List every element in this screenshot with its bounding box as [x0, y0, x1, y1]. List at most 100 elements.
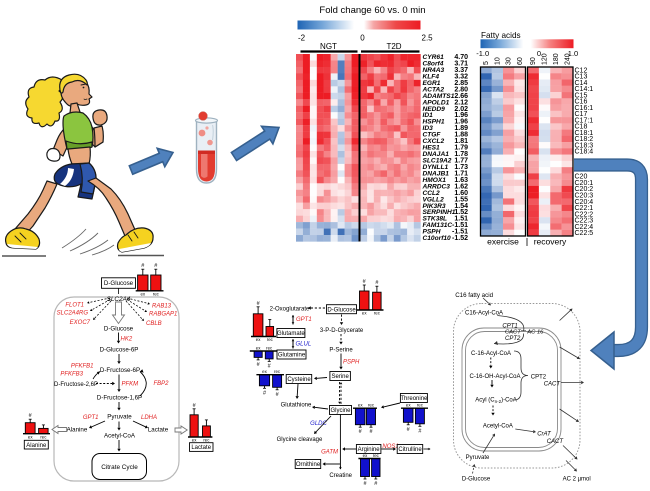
svg-text:1.96: 1.96: [454, 112, 468, 119]
svg-text:1.89: 1.89: [454, 125, 468, 132]
svg-text:1.55: 1.55: [454, 196, 468, 203]
svg-text:AC 2 µmol: AC 2 µmol: [563, 477, 591, 483]
svg-text:GPT1: GPT1: [83, 415, 99, 421]
svg-text:#: #: [257, 301, 261, 307]
svg-text:90: 90: [530, 57, 537, 65]
svg-text:10: 10: [494, 57, 501, 65]
svg-text:3-P-D-Glycerate: 3-P-D-Glycerate: [320, 328, 364, 334]
svg-text:1.73: 1.73: [454, 164, 468, 171]
svg-text:Acetyl-CoA: Acetyl-CoA: [104, 433, 136, 440]
svg-text:ID1: ID1: [423, 112, 434, 119]
svg-text:#: #: [257, 362, 261, 368]
svg-text:rec: rec: [153, 291, 160, 296]
svg-text:Citrulline: Citrulline: [398, 447, 422, 453]
svg-text:CPT2: CPT2: [505, 336, 521, 342]
svg-text:C22:4: C22:4: [575, 224, 594, 231]
svg-text:CrAT: CrAT: [537, 431, 552, 437]
svg-text:30: 30: [506, 57, 513, 65]
svg-text:1.71: 1.71: [454, 170, 468, 177]
svg-text:T2D: T2D: [386, 42, 401, 51]
svg-text:60: 60: [517, 57, 524, 65]
svg-text:#: #: [141, 263, 145, 269]
svg-text:D-Glucose-6P: D-Glucose-6P: [100, 347, 139, 354]
svg-text:2.5: 2.5: [422, 34, 434, 43]
svg-text:1.77: 1.77: [454, 158, 468, 165]
svg-text:Fatty acids: Fatty acids: [481, 31, 521, 40]
svg-text:Glycine: Glycine: [330, 408, 351, 414]
svg-text:#: #: [29, 413, 33, 419]
svg-text:C14:1: C14:1: [575, 86, 594, 93]
svg-text:C22:2: C22:2: [575, 211, 594, 218]
svg-text:GLUL: GLUL: [296, 342, 312, 348]
svg-text:5: 5: [483, 61, 490, 65]
svg-text:Creatine: Creatine: [329, 473, 352, 479]
svg-text:ACTA2: ACTA2: [422, 86, 445, 93]
svg-text:#: #: [154, 263, 158, 269]
svg-text:SLC19A2: SLC19A2: [423, 158, 452, 165]
svg-text:ex: ex: [256, 346, 261, 351]
svg-text:3.32: 3.32: [454, 73, 468, 80]
svg-text:C22:1: C22:1: [575, 205, 594, 212]
svg-text:0: 0: [537, 49, 541, 58]
svg-text:rec: rec: [368, 403, 375, 408]
svg-text:PIK3R3: PIK3R3: [423, 203, 446, 210]
svg-text:3.37: 3.37: [454, 67, 468, 74]
svg-text:DNAJA1: DNAJA1: [423, 151, 450, 158]
svg-text:#: #: [418, 428, 422, 434]
svg-text:rec: rec: [274, 369, 281, 374]
svg-text:#: #: [193, 403, 197, 409]
svg-text:C22:3: C22:3: [575, 218, 594, 225]
svg-text:FAM131C: FAM131C: [423, 222, 453, 229]
svg-text:NEDD9: NEDD9: [423, 106, 446, 113]
svg-text:Pyruvate: Pyruvate: [107, 414, 132, 421]
svg-text:C14: C14: [575, 80, 588, 87]
svg-text:CPT1: CPT1: [502, 323, 517, 329]
svg-text:-1.0: -1.0: [476, 49, 489, 58]
svg-text:CYR61: CYR61: [423, 54, 445, 61]
svg-text:D-Glucose: D-Glucose: [462, 477, 491, 483]
svg-text:C22:5: C22:5: [575, 230, 594, 237]
svg-text:EGR1: EGR1: [423, 80, 441, 87]
svg-text:FBP2: FBP2: [154, 381, 170, 387]
svg-text:RAB13: RAB13: [152, 304, 172, 310]
svg-text:ex: ex: [362, 311, 367, 316]
svg-text:ADAMTS1: ADAMTS1: [422, 93, 455, 100]
svg-text:rec: rec: [266, 346, 273, 351]
svg-text:Lactate: Lactate: [191, 445, 211, 451]
svg-text:Threonine: Threonine: [400, 396, 428, 402]
svg-text:#: #: [268, 363, 272, 369]
svg-text:PSPH: PSPH: [423, 229, 441, 236]
svg-text:C15: C15: [575, 92, 588, 99]
svg-text:C12: C12: [575, 67, 588, 74]
svg-text:#: #: [407, 427, 411, 433]
svg-text:PFKM: PFKM: [122, 382, 139, 388]
svg-text:1.0: 1.0: [568, 49, 578, 58]
svg-text:C16:1: C16:1: [575, 105, 594, 112]
svg-text:CCL2: CCL2: [423, 190, 441, 197]
svg-text:C20:1: C20:1: [575, 180, 594, 187]
svg-text:C8orf4: C8orf4: [423, 61, 444, 68]
svg-text:3.71: 3.71: [454, 61, 468, 68]
svg-text:P-Serine: P-Serine: [329, 348, 353, 354]
svg-text:#: #: [363, 481, 367, 487]
svg-text:SERPINH1: SERPINH1: [423, 209, 456, 216]
svg-text:ex: ex: [262, 369, 267, 374]
svg-text:DYNLL1: DYNLL1: [423, 164, 449, 171]
svg-text:C10orf10: C10orf10: [423, 235, 452, 242]
svg-text:C17:1: C17:1: [575, 117, 594, 124]
svg-text:KLF4: KLF4: [423, 73, 440, 80]
svg-text:Cysteine: Cysteine: [287, 377, 311, 383]
svg-text:Lactate: Lactate: [148, 427, 169, 434]
svg-text:Acyl (Cn-2)-CoA: Acyl (Cn-2)-CoA: [475, 398, 517, 405]
svg-text:#: #: [369, 429, 373, 435]
svg-text:-1.51: -1.51: [452, 222, 468, 229]
svg-text:C17: C17: [575, 111, 588, 118]
svg-text:PSPH: PSPH: [343, 360, 360, 366]
svg-text:2.85: 2.85: [454, 80, 468, 87]
svg-text:Glycine cleavage: Glycine cleavage: [277, 437, 323, 443]
svg-text:recovery: recovery: [534, 237, 567, 247]
svg-text:2.12: 2.12: [454, 99, 468, 106]
svg-text:EXOC7: EXOC7: [70, 320, 91, 326]
svg-text:NOS1: NOS1: [382, 444, 398, 450]
svg-text:C20:2: C20:2: [575, 186, 594, 193]
